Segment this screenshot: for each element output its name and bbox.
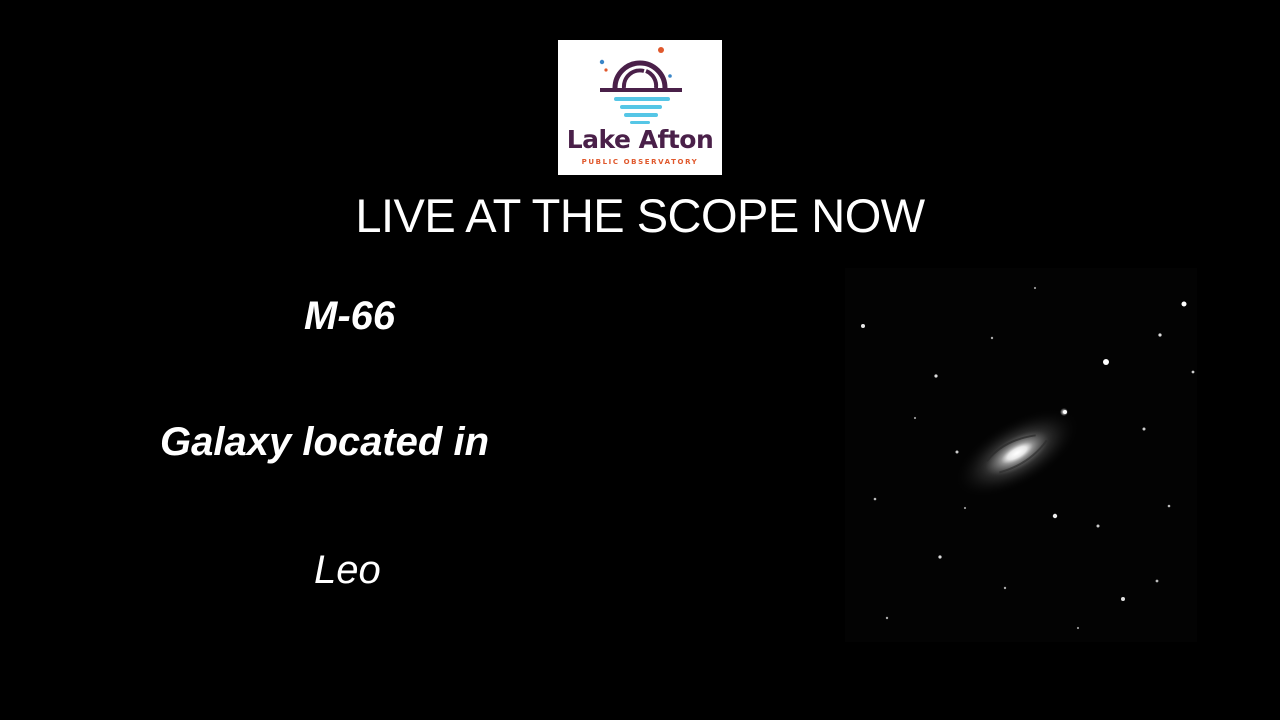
logo-subtitle: PUBLIC OBSERVATORY	[581, 158, 699, 166]
observatory-logo: Lake Afton PUBLIC OBSERVATORY	[558, 40, 722, 175]
headline: LIVE AT THE SCOPE NOW	[355, 189, 925, 242]
logo-name: Lake Afton	[566, 125, 714, 154]
object-description: Galaxy located in	[160, 420, 490, 464]
object-name: M-66	[304, 294, 396, 338]
observatory-dome-icon	[599, 47, 682, 124]
constellation-name: Leo	[314, 548, 381, 592]
galaxy-image	[845, 268, 1197, 642]
galaxy-photo	[845, 268, 1197, 642]
